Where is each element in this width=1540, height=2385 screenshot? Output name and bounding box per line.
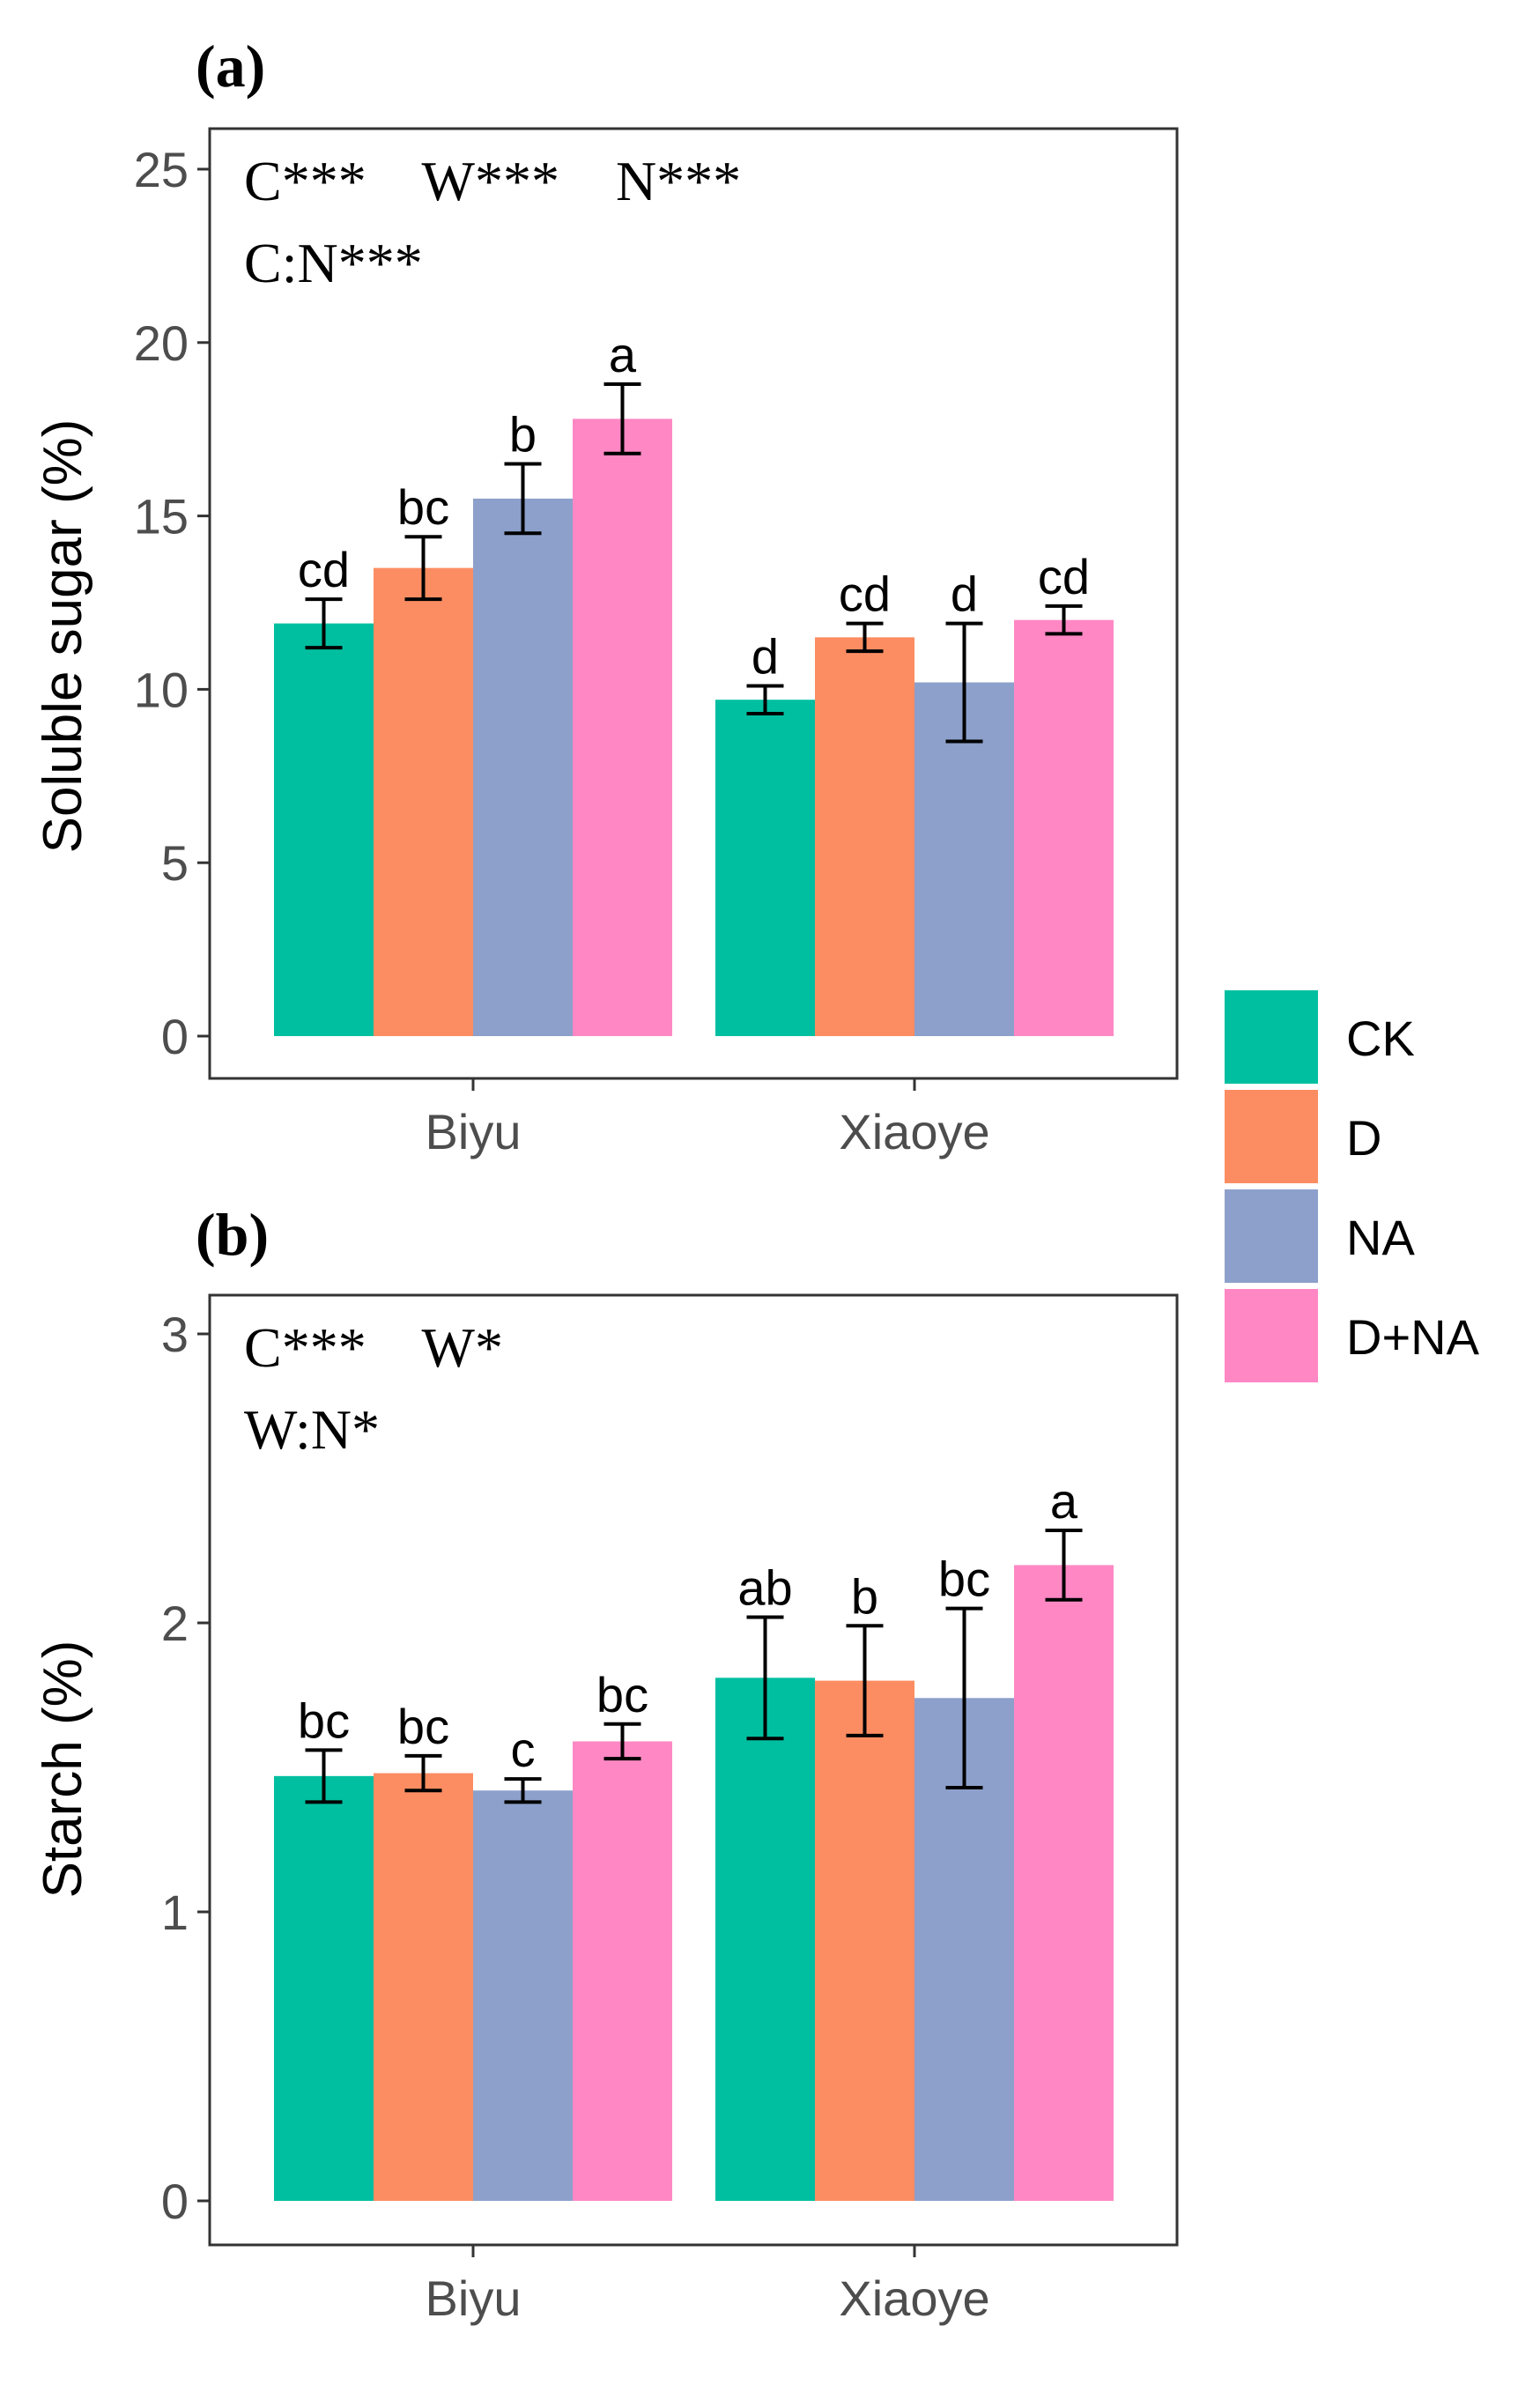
bar-na-biyu — [473, 498, 573, 1036]
y-tick-label: 20 — [134, 315, 189, 371]
significance-letter: bc — [596, 1667, 648, 1722]
plot-border-b — [208, 1293, 1179, 2247]
bar-na-biyu — [473, 1790, 573, 2201]
y-tick-label: 5 — [161, 835, 189, 891]
legend-label: CK — [1346, 1011, 1415, 1066]
bar-d-biyu — [374, 567, 473, 1036]
bar-d-biyu — [374, 1773, 473, 2201]
x-axis-a: Biyu Xiaoye — [426, 1078, 990, 1159]
stats-annotation-a-line1: C*** W*** N*** — [244, 150, 741, 212]
y-axis-a: 0 5 10 15 20 25 — [134, 142, 210, 1064]
y-tick-label: 1 — [161, 1885, 189, 1940]
legend-swatch — [1225, 1090, 1318, 1183]
y-axis-title-a: Soluble sugar (%) — [33, 419, 93, 854]
significance-letter: b — [851, 1568, 878, 1624]
bar-ck-xiaoye — [715, 700, 815, 1036]
y-tick-label: 2 — [161, 1596, 189, 1651]
x-tick-label: Xiaoye — [839, 2270, 989, 2326]
x-tick-label: Biyu — [426, 2270, 522, 2326]
significance-letter: d — [951, 567, 978, 622]
x-axis-b: Biyu Xiaoye — [426, 2245, 990, 2326]
legend-swatch — [1225, 990, 1318, 1084]
significance-letter: a — [609, 327, 637, 382]
significance-letter: cd — [1038, 549, 1090, 604]
y-axis-b: 0 1 2 3 — [161, 1307, 210, 2229]
legend-label: D+NA — [1346, 1309, 1480, 1365]
legend-label: NA — [1346, 1210, 1415, 1265]
bar-d-na-xiaoye — [1014, 1565, 1114, 2201]
x-tick-label: Biyu — [426, 1104, 522, 1159]
x-tick-label: Xiaoye — [839, 1104, 989, 1159]
significance-letter: cd — [298, 542, 350, 597]
bar-d-xiaoye — [815, 1680, 914, 2201]
y-tick-label: 0 — [161, 1009, 189, 1064]
bar-d-na-xiaoye — [1014, 619, 1114, 1036]
stats-annotation-b-line2: W:N* — [244, 1398, 380, 1461]
legend: CK D NA D+NA — [1225, 990, 1480, 1382]
stats-annotation-a-line2: C:N*** — [244, 232, 423, 294]
y-axis-title-b: Starch (%) — [33, 1641, 93, 1899]
y-tick-label: 0 — [161, 2174, 189, 2229]
plot-border-a — [208, 127, 1179, 1080]
significance-letter: bc — [298, 1692, 350, 1748]
significance-letter: bc — [397, 479, 449, 535]
y-tick-label: 25 — [134, 142, 189, 197]
panel-label-a: (a) — [196, 33, 265, 100]
significance-letter: b — [509, 407, 537, 463]
significance-letter: ab — [737, 1559, 792, 1615]
significance-letter: bc — [938, 1552, 990, 1607]
significance-letter: d — [751, 628, 779, 684]
significance-letter: c — [511, 1722, 536, 1777]
y-tick-label: 3 — [161, 1307, 189, 1362]
y-tick-label: 15 — [134, 489, 189, 544]
bar-d-na-biyu — [573, 1741, 672, 2201]
bar-d-xiaoye — [815, 637, 914, 1036]
stats-annotation-b-line1: C*** W* — [244, 1316, 503, 1379]
panel-label-b: (b) — [196, 1201, 269, 1268]
bar-ck-xiaoye — [715, 1678, 815, 2201]
significance-letter: a — [1050, 1473, 1078, 1529]
bar-ck-biyu — [274, 623, 374, 1036]
legend-label: D — [1346, 1110, 1381, 1166]
legend-swatch — [1225, 1289, 1318, 1382]
legend-swatch — [1225, 1189, 1318, 1283]
y-tick-label: 10 — [134, 662, 189, 717]
bar-d-na-biyu — [573, 418, 672, 1037]
bar-ck-biyu — [274, 1775, 374, 2201]
significance-letter: bc — [397, 1699, 449, 1754]
significance-letter: cd — [839, 567, 891, 622]
